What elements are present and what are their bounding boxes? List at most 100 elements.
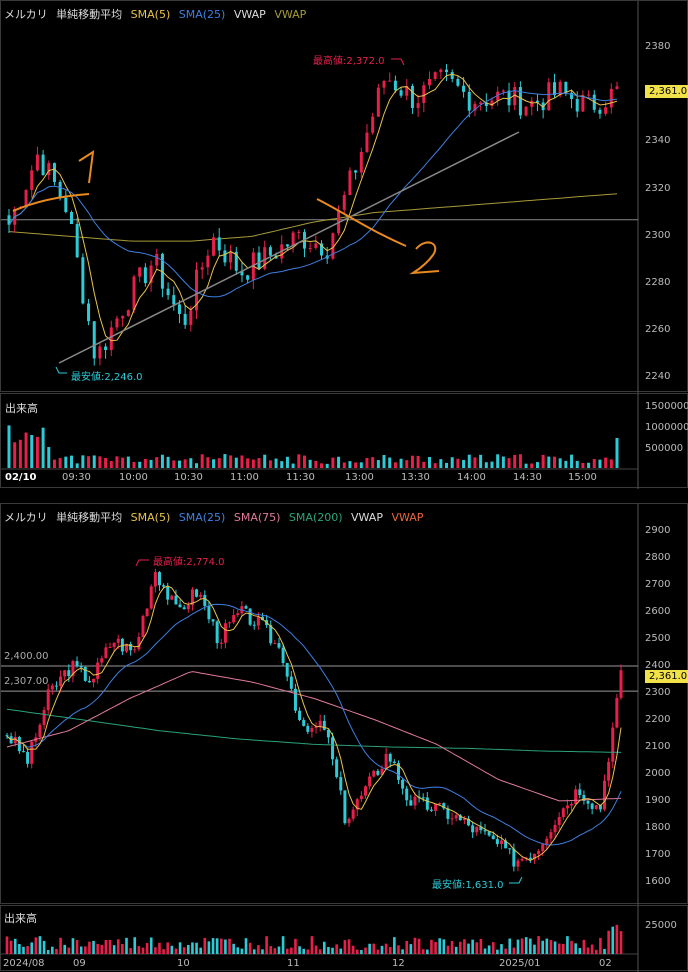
volume-bar xyxy=(355,949,359,954)
volume-bar xyxy=(251,459,255,468)
daily-candle xyxy=(54,685,58,687)
volume-bar xyxy=(52,459,56,468)
x-label: 09 xyxy=(73,958,86,969)
x-label: 09:30 xyxy=(62,472,91,483)
legend-sma200[interactable]: SMA(200) xyxy=(288,511,343,524)
legend-vwap-2[interactable]: VWAP xyxy=(391,511,424,524)
volume-bar xyxy=(229,455,233,468)
daily-candle xyxy=(141,616,145,637)
volume-bar xyxy=(450,941,454,954)
high-price-label: 最高値:2,372.0 xyxy=(313,56,385,67)
legend-sma25[interactable]: SMA(25) xyxy=(178,8,226,21)
volume-bar xyxy=(246,458,250,468)
volume-bar xyxy=(442,939,446,954)
daily-candle xyxy=(46,689,50,711)
intraday-candle xyxy=(263,247,267,269)
intraday-candle xyxy=(229,251,233,263)
intraday-candle xyxy=(314,243,318,248)
volume-bar xyxy=(393,462,397,468)
intraday-candle xyxy=(200,267,204,270)
legend-sma5[interactable]: SMA(5) xyxy=(130,511,171,524)
intraday-candle xyxy=(518,87,522,116)
intraday-volume-panel[interactable]: 出来高 1500000 1000000 500000 02/10 09:30 1… xyxy=(0,393,688,489)
volume-bar xyxy=(325,463,329,468)
daily-candle xyxy=(21,751,25,753)
intraday-candle xyxy=(467,91,471,111)
volume-bar xyxy=(438,938,441,954)
volume-bar xyxy=(603,948,606,954)
intraday-candle xyxy=(41,154,45,176)
daily-candle xyxy=(199,595,203,597)
intraday-candle xyxy=(320,243,324,256)
intraday-candle xyxy=(484,102,488,107)
daily-volume-panel[interactable]: 出来高 25000 2024/08 09 10 11 12 2025/01 02 xyxy=(0,905,688,972)
volume-bar xyxy=(13,938,17,954)
volume-bar xyxy=(417,938,421,954)
intraday-price-chart[interactable] xyxy=(1,1,688,393)
volume-bar xyxy=(433,463,437,468)
volume-bar xyxy=(149,937,153,954)
daily-candle xyxy=(458,815,462,821)
volume-bar xyxy=(160,454,164,468)
intraday-chart-panel[interactable]: メルカリ 単純移動平均 SMA(5) SMA(25) VWAP VWAP 238… xyxy=(0,0,688,393)
daily-volume-chart xyxy=(1,906,639,972)
x-label: 12 xyxy=(392,958,405,969)
intraday-candle xyxy=(121,316,125,319)
legend-vwap-2[interactable]: VWAP xyxy=(274,8,307,21)
intraday-candle xyxy=(195,269,199,311)
daily-candle xyxy=(252,624,256,626)
volume-bar xyxy=(121,457,125,468)
volume-bar xyxy=(331,457,335,468)
volume-bar xyxy=(104,457,108,468)
daily-candle xyxy=(368,776,372,787)
daily-candle xyxy=(273,643,277,645)
x-label: 10:30 xyxy=(174,472,203,483)
vwap-line xyxy=(8,193,618,242)
volume-bar xyxy=(47,447,51,468)
volume-bar xyxy=(133,937,137,954)
daily-candle xyxy=(170,595,174,600)
intraday-candle xyxy=(285,244,289,247)
legend-vwap[interactable]: VWAP xyxy=(351,511,383,524)
volume-bar xyxy=(331,947,334,954)
legend-vwap[interactable]: VWAP xyxy=(233,8,266,21)
intraday-candle xyxy=(450,72,454,79)
volume-bar xyxy=(359,462,363,468)
intraday-candle xyxy=(183,313,187,325)
level-label-2307: 2,307.00 xyxy=(4,676,49,687)
volume-bar xyxy=(290,947,293,954)
daily-price-chart[interactable] xyxy=(1,504,688,905)
x-label: 02 xyxy=(599,958,612,969)
daily-candle xyxy=(178,604,182,608)
volume-bar xyxy=(143,458,147,468)
volume-tick: 1500000 xyxy=(645,401,688,412)
daily-candle xyxy=(190,589,194,606)
intraday-candle xyxy=(422,85,426,104)
daily-chart-panel[interactable]: メルカリ 単純移動平均 SMA(5) SMA(25) SMA(75) SMA(2… xyxy=(0,503,688,905)
intraday-candle xyxy=(365,132,369,152)
daily-candle xyxy=(545,838,549,845)
volume-bar xyxy=(240,455,244,468)
x-label: 11 xyxy=(287,958,300,969)
volume-bar xyxy=(92,455,96,468)
y-tick: 2340 xyxy=(645,135,671,146)
intraday-candle xyxy=(609,88,613,108)
volume-bar xyxy=(599,937,602,954)
volume-bar xyxy=(320,463,324,468)
daily-candle xyxy=(594,805,598,809)
volume-bar xyxy=(219,938,223,954)
sma25-line xyxy=(8,90,618,298)
sma25-line xyxy=(6,603,622,846)
daily-candle xyxy=(582,794,586,801)
volume-bar xyxy=(285,456,289,468)
daily-candle xyxy=(289,676,293,689)
legend-sma25[interactable]: SMA(25) xyxy=(178,511,226,524)
intraday-candle xyxy=(30,170,34,190)
volume-bar xyxy=(81,455,85,468)
daily-candle xyxy=(603,780,607,810)
legend-sma75[interactable]: SMA(75) xyxy=(233,511,281,524)
volume-bar xyxy=(490,461,494,468)
legend-sma5[interactable]: SMA(5) xyxy=(130,8,171,21)
volume-bar xyxy=(430,939,433,954)
volume-bar xyxy=(191,942,194,954)
